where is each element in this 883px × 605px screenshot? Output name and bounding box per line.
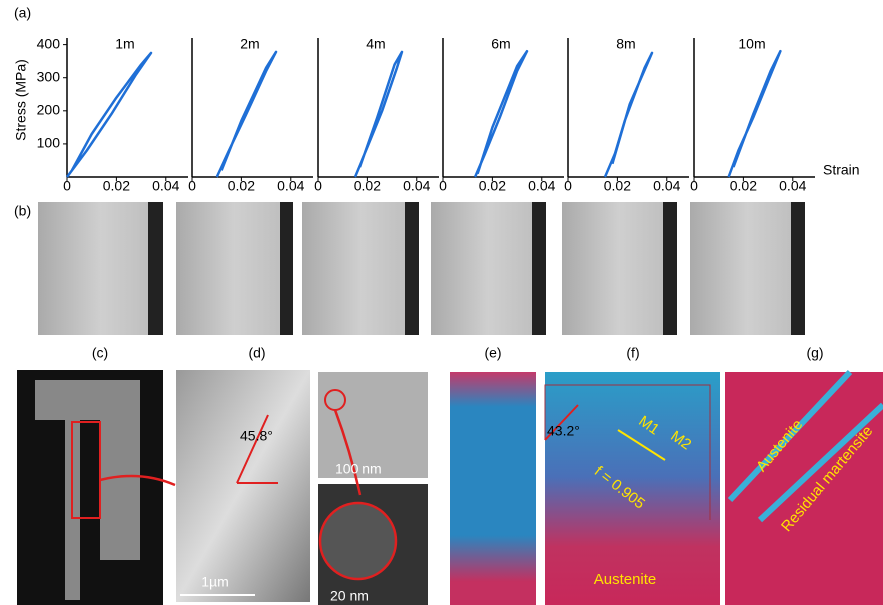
chart-title: 6m xyxy=(491,36,510,52)
stress-strain-curve xyxy=(355,52,402,177)
angle-label: 45.8° xyxy=(240,428,273,444)
x-tick-label: 0.02 xyxy=(228,178,255,194)
stress-strain-curve xyxy=(729,51,781,177)
scale-label: 1µm xyxy=(201,574,229,590)
y-tick-label: 300 xyxy=(37,68,61,84)
x-tick-label: 0 xyxy=(314,178,322,194)
x-tick-label: 0.04 xyxy=(528,178,555,194)
y-axis-label: Stress (MPa) xyxy=(13,59,29,141)
chart-title: 4m xyxy=(366,36,385,52)
x-tick-label: 0.04 xyxy=(653,178,680,194)
stress-strain-curve xyxy=(217,52,276,177)
x-tick-label: 0 xyxy=(564,178,572,194)
micrographs-b xyxy=(38,202,805,335)
x-tick-label: 0.02 xyxy=(730,178,757,194)
angle-label: 43.2° xyxy=(547,423,580,439)
stress-strain-curve xyxy=(475,51,527,177)
y-tick-label: 200 xyxy=(37,102,61,118)
scale-label: 100 nm xyxy=(335,461,382,477)
x-tick-label: 0.04 xyxy=(403,178,430,194)
micrograph-d: 1µm 45.8° 100 nm 20 nm xyxy=(176,370,428,605)
chart-title: 10m xyxy=(738,36,765,52)
x-tick-label: 0 xyxy=(188,178,196,194)
x-tick-label: 0.02 xyxy=(103,178,130,194)
y-tick-label: 400 xyxy=(37,35,61,51)
chart-title: 8m xyxy=(616,36,635,52)
x-tick-label: 0.02 xyxy=(354,178,381,194)
stress-strain-curve xyxy=(67,53,151,177)
chart-title: 1m xyxy=(115,36,134,52)
chart-title: 2m xyxy=(240,36,259,52)
x-tick-label: 0 xyxy=(439,178,447,194)
panel-label: (f) xyxy=(626,345,639,361)
x-tick-label: 0.04 xyxy=(152,178,179,194)
x-tick-label: 0 xyxy=(690,178,698,194)
x-tick-label: 0.02 xyxy=(479,178,506,194)
stress-strain-curve xyxy=(605,53,652,177)
micrograph-c xyxy=(17,370,175,605)
label: Austenite xyxy=(594,571,657,588)
panel-label: (a) xyxy=(14,5,31,21)
simulations: 43.2° M1 M2 f = 0.905 Austenite Austenit… xyxy=(450,372,883,605)
x-tick-label: 0.04 xyxy=(779,178,806,194)
figure: 1µm 45.8° 100 nm 20 nm 43.2° M1 M2 f = 0… xyxy=(0,0,883,605)
panel-label: (g) xyxy=(806,345,823,361)
scale-label: 20 nm xyxy=(330,588,369,604)
panel-label: (b) xyxy=(14,203,31,219)
panel-label: (e) xyxy=(484,345,501,361)
panel-label: (c) xyxy=(92,345,108,361)
y-tick-label: 100 xyxy=(37,135,61,151)
panel-label: (d) xyxy=(248,345,265,361)
x-tick-label: 0.04 xyxy=(277,178,304,194)
x-tick-label: 0 xyxy=(63,178,71,194)
x-axis-label: Strain xyxy=(823,162,860,178)
x-tick-label: 0.02 xyxy=(604,178,631,194)
